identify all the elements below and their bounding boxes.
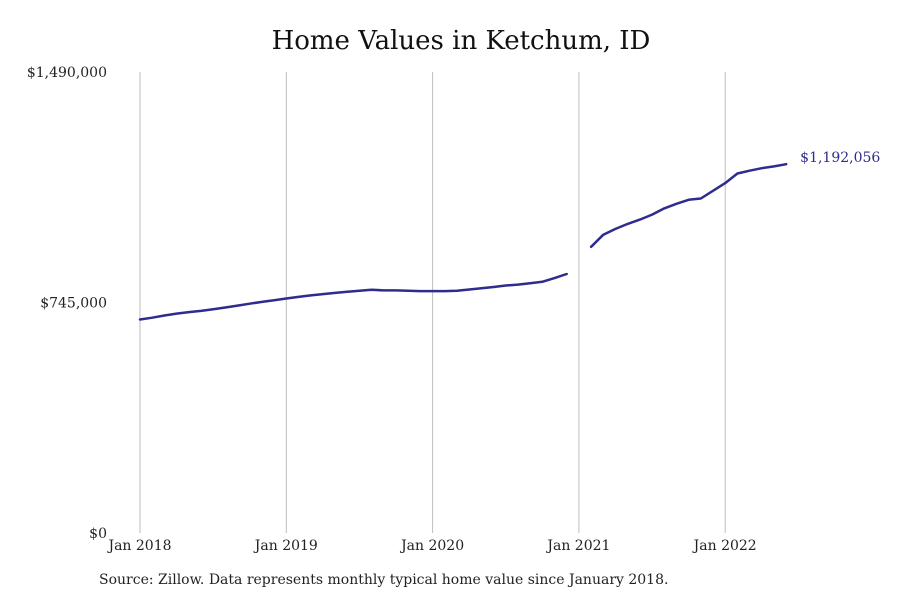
chart-title: Home Values in Ketchum, ID xyxy=(271,26,651,56)
end-value-label: $1,192,056 xyxy=(800,150,880,166)
x-tick-label: Jan 2022 xyxy=(692,538,757,554)
y-axis-tick-labels: $0 $745,000 $1,490,000 xyxy=(27,65,107,542)
source-note: Source: Zillow. Data represents monthly … xyxy=(99,572,669,588)
series-lines xyxy=(138,162,788,321)
x-tick-label: Jan 2020 xyxy=(399,538,464,554)
x-tick-label: Jan 2019 xyxy=(253,538,318,554)
x-tick-label: Jan 2018 xyxy=(106,538,171,554)
x-axis-tick-labels: Jan 2018 Jan 2019 Jan 2020 Jan 2021 Jan 2022 xyxy=(106,538,756,554)
y-tick-label: $745,000 xyxy=(40,296,107,312)
y-tick-label: $1,490,000 xyxy=(27,65,107,81)
series-line-segment-0 xyxy=(138,272,568,321)
x-tick-label: Jan 2021 xyxy=(545,538,610,554)
x-gridlines xyxy=(139,72,726,533)
series-line-segment-1 xyxy=(589,162,788,249)
y-tick-label: $0 xyxy=(89,526,107,542)
